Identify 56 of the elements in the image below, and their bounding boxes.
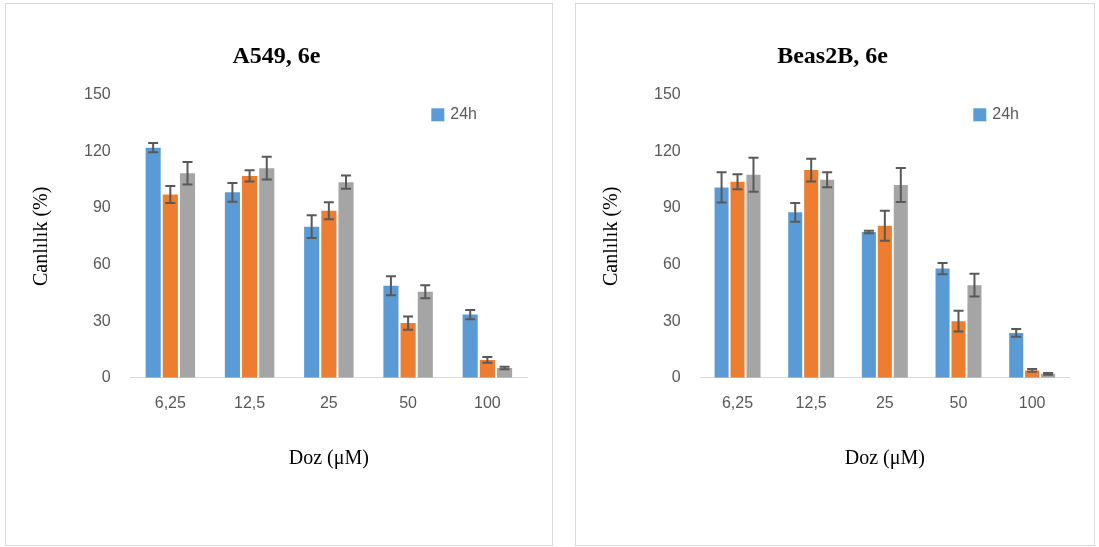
y-tick-label: 0 [671, 368, 681, 386]
y-tick-label: 60 [92, 255, 111, 273]
bar [935, 268, 950, 378]
bar [1009, 332, 1024, 378]
bar [861, 231, 876, 378]
bar [338, 182, 354, 378]
y-tick-label: 30 [92, 311, 111, 329]
bar [893, 184, 908, 378]
bar [417, 291, 433, 378]
bar [304, 226, 320, 378]
x-tick-label: 6,25 [721, 393, 754, 411]
bar [804, 170, 819, 378]
bar [321, 210, 337, 378]
bar [730, 181, 745, 378]
x-tick-label: 100 [1018, 393, 1046, 411]
x-axis-title: Doz (μM) [288, 446, 369, 470]
bar [714, 187, 729, 378]
chart-title: Beas2B, 6e [777, 41, 889, 68]
y-tick-label: 0 [101, 368, 111, 386]
legend-label: 24h [992, 105, 1020, 123]
y-tick-label: 30 [662, 311, 681, 329]
x-tick-label: 12,5 [795, 393, 827, 411]
legend-label: 24h [450, 105, 478, 123]
bar [746, 174, 761, 378]
x-tick-label: 50 [399, 393, 418, 411]
y-tick-label: 150 [653, 85, 681, 103]
bar [400, 323, 416, 378]
bar [877, 225, 892, 378]
bar [179, 173, 196, 378]
chart-title: A549, 6e [232, 41, 321, 68]
y-tick-label: 120 [653, 141, 681, 159]
y-tick-label: 60 [662, 255, 681, 273]
x-tick-label: 50 [949, 393, 968, 411]
x-axis-title: Doz (μM) [844, 446, 925, 470]
y-tick-label: 90 [662, 198, 681, 216]
x-tick-label: 25 [875, 393, 894, 411]
y-tick-label: 120 [83, 141, 111, 159]
y-tick-label: 150 [83, 85, 111, 103]
x-tick-label: 100 [474, 393, 501, 411]
y-tick-label: 90 [92, 198, 111, 216]
bar [242, 175, 258, 378]
bar [224, 192, 240, 378]
bar [820, 179, 835, 378]
bar [967, 285, 982, 378]
bar [951, 321, 966, 378]
bar [259, 168, 275, 378]
x-tick-label: 6,25 [154, 393, 186, 411]
bar [462, 314, 478, 378]
y-axis-title: Canlılık (%) [29, 186, 53, 287]
x-tick-label: 25 [319, 393, 338, 411]
y-axis-title: Canlılık (%) [599, 186, 623, 287]
bar [383, 285, 399, 378]
bar [145, 147, 161, 378]
bar [162, 194, 178, 378]
bar [788, 212, 803, 378]
x-tick-label: 12,5 [234, 393, 266, 411]
